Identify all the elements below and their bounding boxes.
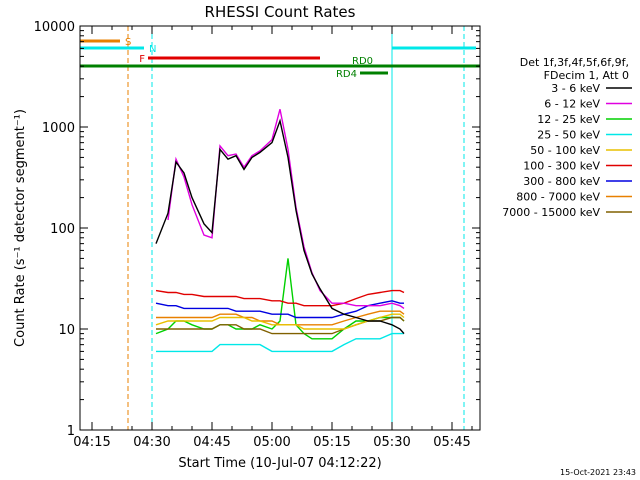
legend-label-300-800-kev: 300 - 800 keV xyxy=(523,175,600,188)
series-line-50-100-kev xyxy=(155,313,405,330)
state-bar-label-rd4: RD4 xyxy=(336,69,357,80)
x-axis-label: Start Time (10-Jul-07 04:12:22) xyxy=(178,456,381,471)
y-tick-label: 1 xyxy=(67,424,75,439)
x-tick-label: 04:30 xyxy=(133,435,170,450)
state-bar-label-rd0: RD0 xyxy=(352,56,373,67)
legend-label-25-50-kev: 25 - 50 keV xyxy=(537,129,600,142)
state-bar-label-f: F xyxy=(139,54,145,65)
state-bar-label-s: S xyxy=(125,37,131,48)
series-line-300-800-kev xyxy=(155,300,404,319)
plot-frame xyxy=(79,25,481,431)
x-tick-label: 05:15 xyxy=(313,435,350,450)
y-tick-label: 1000 xyxy=(42,121,75,136)
legend: Det 1f,3f,4f,5f,6f,9f,FDecim 1, Att 03 -… xyxy=(502,56,632,219)
state-bar-label-n: N xyxy=(149,44,156,55)
legend-label-100-300-kev: 100 - 300 keV xyxy=(523,160,600,173)
y-axis-label: Count Rate (s⁻¹ detector segment⁻¹) xyxy=(13,109,28,347)
legend-label-800-7000-kev: 800 - 7000 keV xyxy=(516,191,600,204)
x-tick-label: 05:00 xyxy=(253,435,290,450)
series-line-6-12-kev xyxy=(167,109,405,309)
series-line-3-6-kev xyxy=(155,118,405,335)
chart-marks: S NF RD0 RD4 xyxy=(79,26,480,430)
series-line-12-25-kev xyxy=(155,258,405,340)
legend-label-50-100-kev: 50 - 100 keV xyxy=(530,144,600,157)
x-axis: 04:15 04:30 04:45 05:00 05:15 05:30 05:45 xyxy=(73,26,473,450)
legend-header-line: Det 1f,3f,4f,5f,6f,9f, xyxy=(520,56,629,69)
x-tick-label: 04:45 xyxy=(193,435,230,450)
x-tick-label: 05:30 xyxy=(373,435,410,450)
legend-label-3-6-kev: 3 - 6 keV xyxy=(551,82,600,95)
series-line-25-50-kev xyxy=(156,332,404,353)
legend-header-line: FDecim 1, Att 0 xyxy=(544,69,629,82)
legend-label-12-25-kev: 12 - 25 keV xyxy=(537,113,600,126)
legend-label-6-12-kev: 6 - 12 keV xyxy=(544,98,600,111)
legend-label-7000-15000-kev: 7000 - 15000 keV xyxy=(502,206,600,219)
footer-timestamp: 15-Oct-2021 23:43 xyxy=(560,468,636,477)
series-line-800-7000-kev xyxy=(156,310,405,326)
plot-border xyxy=(79,25,481,431)
y-tick-label: 10000 xyxy=(34,20,75,35)
series-line-100-300-kev xyxy=(155,289,405,307)
x-tick-label: 04:15 xyxy=(73,435,110,450)
chart-title: RHESSI Count Rates xyxy=(205,3,356,21)
y-axis: 1 10 100 1000 10000 xyxy=(34,20,480,439)
y-tick-label: 10 xyxy=(58,323,75,338)
y-tick-label: 100 xyxy=(50,222,75,237)
x-tick-label: 05:45 xyxy=(433,435,470,450)
